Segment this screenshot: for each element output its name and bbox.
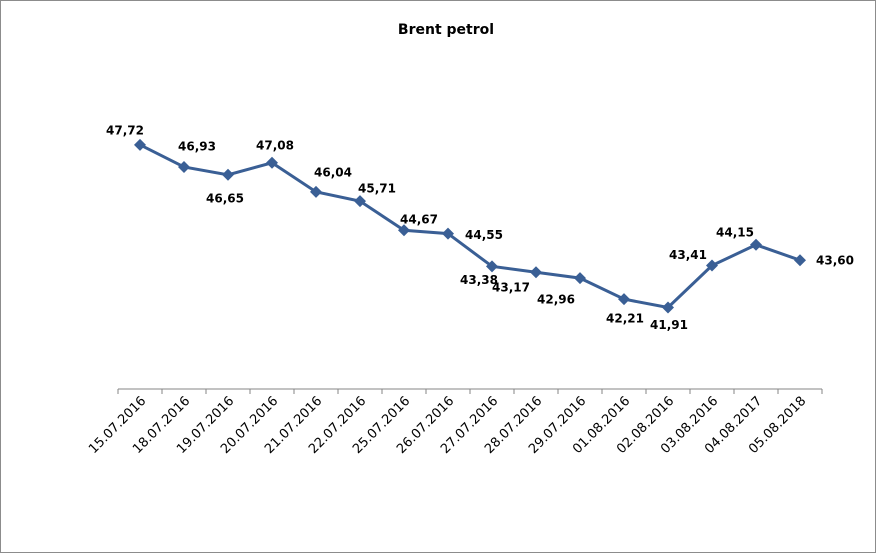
data-label: 44,15 [716,225,754,239]
marker [574,272,586,285]
marker [398,224,410,237]
data-label: 46,65 [206,191,244,205]
data-label: 43,60 [816,254,854,268]
marker [178,160,190,173]
data-label: 42,96 [537,293,575,307]
marker [222,168,234,181]
chart-title: Brent petrol [398,22,494,38]
marker [354,195,366,208]
data-label: 46,04 [314,165,352,179]
marker [134,138,146,151]
marker [706,259,718,272]
data-label: 43,41 [669,248,707,262]
marker [794,254,806,267]
marker [266,156,278,169]
data-label: 45,71 [358,182,396,196]
line [139,143,801,310]
data-label: 41,91 [650,318,688,332]
data-label: 47,72 [106,123,144,137]
data-label: 44,55 [465,228,503,242]
data-label: 47,08 [256,138,294,152]
marker [618,293,630,306]
data-label: 44,67 [400,213,438,227]
data-label: 42,21 [606,312,644,326]
marker [750,238,762,251]
marker [310,185,322,198]
data-label: 43,17 [492,281,530,295]
marker [486,260,498,273]
marker [530,266,542,279]
data-label: 43,38 [460,273,498,287]
marker [442,227,454,240]
marker [662,301,674,314]
data-label: 46,93 [178,139,216,153]
